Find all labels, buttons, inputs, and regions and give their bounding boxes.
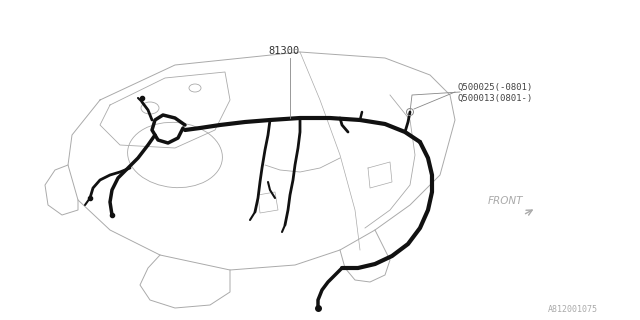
Text: Q500013(0801-): Q500013(0801-) (458, 94, 533, 103)
Text: Q500025(-0801): Q500025(-0801) (458, 83, 533, 92)
Text: 81300: 81300 (268, 46, 300, 56)
Text: FRONT: FRONT (488, 196, 524, 206)
Text: A812001075: A812001075 (548, 305, 598, 314)
